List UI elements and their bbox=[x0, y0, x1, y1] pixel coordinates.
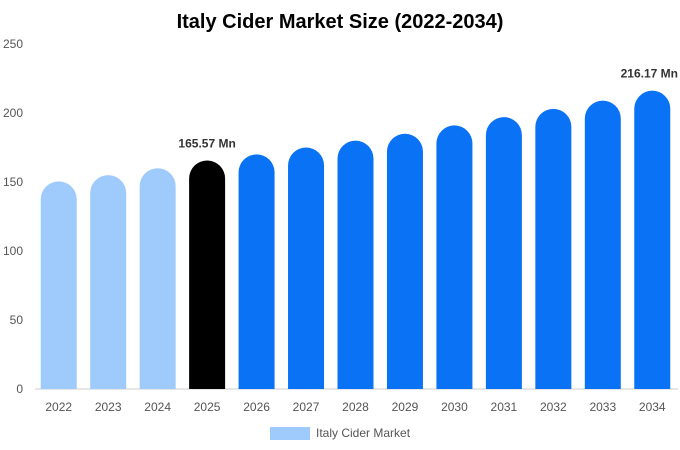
x-tick-label: 2028 bbox=[342, 400, 369, 414]
data-label: 216.17 Mn bbox=[621, 67, 678, 81]
data-label: 165.57 Mn bbox=[178, 137, 235, 151]
bar-2026 bbox=[238, 154, 275, 389]
y-tick-label: 250 bbox=[3, 37, 23, 51]
bar-2022 bbox=[40, 181, 77, 389]
bar-2028 bbox=[337, 140, 374, 389]
y-tick-label: 150 bbox=[3, 175, 23, 189]
legend-swatch bbox=[270, 427, 310, 440]
x-tick-label: 2023 bbox=[95, 400, 122, 414]
bar-2030 bbox=[436, 125, 473, 390]
x-tick-label: 2034 bbox=[639, 400, 666, 414]
legend: Italy Cider Market bbox=[270, 426, 411, 440]
x-tick-label: 2030 bbox=[441, 400, 468, 414]
data-labels: 165.57 Mn 216.17 Mn bbox=[178, 67, 678, 151]
y-tick-label: 100 bbox=[3, 244, 23, 258]
y-tick-label: 50 bbox=[10, 313, 24, 327]
bar-2027 bbox=[288, 147, 325, 389]
x-tick-label: 2026 bbox=[243, 400, 270, 414]
bar-2033 bbox=[584, 100, 621, 389]
x-tick-label: 2029 bbox=[392, 400, 419, 414]
y-axis: 0 50 100 150 200 250 bbox=[3, 37, 23, 396]
x-tick-label: 2025 bbox=[194, 400, 221, 414]
chart-title: Italy Cider Market Size (2022-2034) bbox=[177, 11, 504, 33]
x-axis: 2022 2023 2024 2025 2026 2027 2028 2029 2030 2031… bbox=[45, 400, 666, 414]
x-tick-label: 2024 bbox=[144, 400, 171, 414]
x-tick-label: 2022 bbox=[45, 400, 72, 414]
legend-label: Italy Cider Market bbox=[316, 426, 411, 440]
x-tick-label: 2031 bbox=[491, 400, 518, 414]
bar-2023 bbox=[90, 175, 127, 389]
y-tick-label: 200 bbox=[3, 106, 23, 120]
bar-2034 bbox=[634, 90, 671, 390]
bar-2025 bbox=[189, 160, 226, 389]
bar-2029 bbox=[386, 133, 423, 389]
bar-2031 bbox=[485, 117, 522, 389]
x-tick-label: 2027 bbox=[293, 400, 320, 414]
y-tick-label: 0 bbox=[16, 382, 23, 396]
bar-2032 bbox=[535, 108, 572, 390]
x-tick-label: 2033 bbox=[589, 400, 616, 414]
bars bbox=[40, 90, 671, 390]
bar-2024 bbox=[139, 168, 176, 389]
x-tick-label: 2032 bbox=[540, 400, 567, 414]
